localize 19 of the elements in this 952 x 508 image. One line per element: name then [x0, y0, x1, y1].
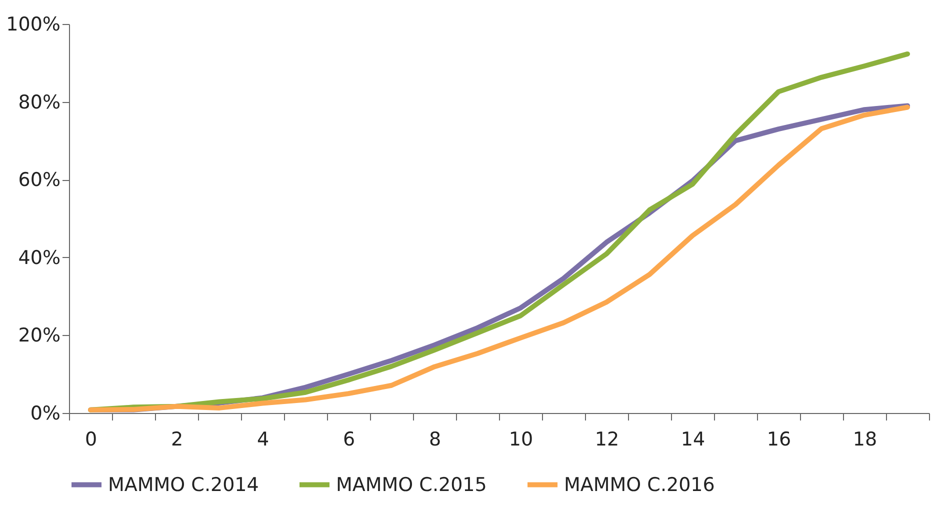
x-tick-label: 14	[680, 428, 706, 450]
y-tick-label: 0%	[30, 402, 60, 424]
legend-label: MAMMO C.2014	[108, 474, 259, 496]
x-tick-label: 0	[84, 428, 98, 450]
x-tick-label: 8	[428, 428, 442, 450]
x-tick-label: 10	[508, 428, 534, 450]
x-tick-label: 12	[594, 428, 620, 450]
y-tick-label: 20%	[18, 324, 60, 347]
legend-label: MAMMO C.2015	[336, 474, 487, 496]
x-tick-label: 18	[852, 428, 878, 450]
y-tick-label: 80%	[18, 91, 60, 114]
y-tick-label: 100%	[6, 14, 60, 36]
y-tick-label: 40%	[18, 246, 60, 269]
x-tick-label: 16	[766, 428, 792, 450]
x-tick-label: 4	[256, 428, 270, 450]
x-tick-label: 2	[170, 428, 184, 450]
legend-label: MAMMO C.2016	[564, 474, 715, 496]
y-tick-label: 60%	[18, 169, 60, 192]
x-tick-label: 6	[342, 428, 356, 450]
